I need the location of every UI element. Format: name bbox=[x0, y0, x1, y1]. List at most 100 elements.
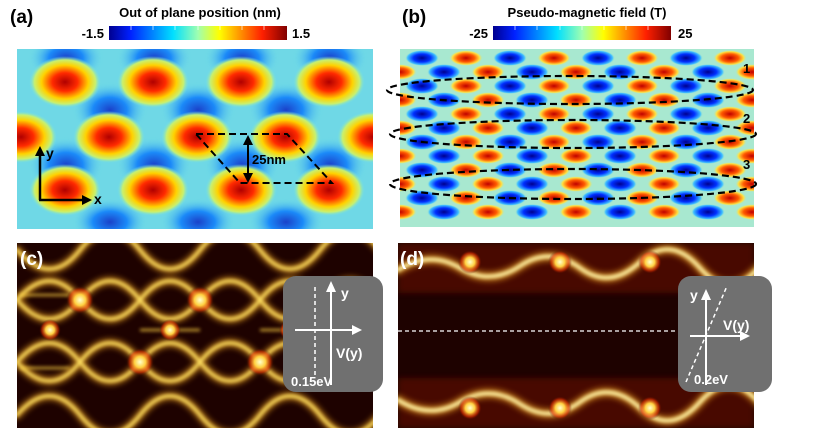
panel-a-cbar-min: -1.5 bbox=[82, 26, 104, 41]
field-lobe bbox=[647, 120, 681, 136]
field-lobe bbox=[603, 148, 637, 164]
field-lobe bbox=[537, 50, 571, 66]
field-lobe bbox=[537, 162, 571, 178]
field-lobe bbox=[581, 134, 615, 150]
field-lobe bbox=[400, 204, 417, 220]
field-lobe bbox=[735, 64, 754, 80]
field-lobe bbox=[581, 106, 615, 122]
panel-c: y V(y) 0.15eV (c) bbox=[17, 243, 383, 428]
panel-a: 25nm y x (a) Out of plane position (nm) … bbox=[10, 5, 373, 229]
x-axis-arrow-head bbox=[82, 195, 92, 205]
field-lobe bbox=[405, 50, 439, 66]
field-lobe bbox=[493, 78, 527, 94]
field-lobe bbox=[471, 64, 505, 80]
field-lobe bbox=[669, 134, 703, 150]
panel-a-colorbar-title: Out of plane position (nm) bbox=[119, 5, 281, 20]
panel-d-inset bbox=[678, 276, 772, 392]
panel-b: 1 2 3 (b) Pseudo-magnetic field (T) -25 … bbox=[385, 5, 758, 227]
field-lobe bbox=[400, 64, 417, 80]
field-lobe bbox=[471, 148, 505, 164]
field-lobe bbox=[405, 190, 439, 206]
y-axis-arrow-head bbox=[35, 146, 45, 156]
field-lobe bbox=[427, 64, 461, 80]
field-lobe bbox=[735, 148, 754, 164]
field-lobe bbox=[647, 204, 681, 220]
field-lobe bbox=[691, 176, 725, 192]
inset-d-y-label: y bbox=[690, 287, 698, 303]
panel-b-label: (b) bbox=[402, 7, 426, 28]
field-lobe bbox=[669, 190, 703, 206]
field-lobe bbox=[581, 162, 615, 178]
panel-c-label: (c) bbox=[20, 249, 43, 270]
field-lobe bbox=[400, 148, 417, 164]
field-lobe bbox=[625, 78, 659, 94]
field-lobe bbox=[405, 162, 439, 178]
field-lobe bbox=[449, 78, 483, 94]
field-lobe bbox=[471, 120, 505, 136]
field-lobe bbox=[713, 50, 747, 66]
strip-1-outline bbox=[385, 74, 755, 106]
field-lobe bbox=[691, 204, 725, 220]
field-lobe bbox=[515, 92, 549, 108]
field-lobe bbox=[625, 134, 659, 150]
panel-b-strips bbox=[385, 74, 758, 201]
field-lobe bbox=[735, 120, 754, 136]
field-lobe bbox=[493, 162, 527, 178]
field-lobe bbox=[449, 190, 483, 206]
field-lobe bbox=[471, 176, 505, 192]
field-lobe bbox=[603, 120, 637, 136]
unit-cell-outline bbox=[193, 133, 335, 184]
field-lobe bbox=[559, 64, 593, 80]
field-lobe bbox=[427, 176, 461, 192]
strip-1-label: 1 bbox=[743, 61, 750, 76]
field-lobe bbox=[471, 92, 505, 108]
field-lobe bbox=[691, 148, 725, 164]
panel-d-label: (d) bbox=[400, 249, 424, 270]
field-lobe bbox=[647, 148, 681, 164]
panel-b-heatmap bbox=[400, 50, 754, 220]
field-lobe bbox=[735, 204, 754, 220]
field-lobe bbox=[493, 50, 527, 66]
field-lobe bbox=[691, 64, 725, 80]
field-lobe bbox=[713, 190, 747, 206]
field-lobe bbox=[427, 120, 461, 136]
field-lobe bbox=[449, 134, 483, 150]
strip-2-label: 2 bbox=[743, 111, 750, 126]
field-lobe bbox=[603, 92, 637, 108]
scale-arrow-head-top bbox=[243, 135, 253, 145]
panel-b-cbar-min: -25 bbox=[469, 26, 488, 41]
field-lobe bbox=[449, 162, 483, 178]
inset-c-y-label: y bbox=[341, 285, 349, 301]
field-lobe bbox=[581, 50, 615, 66]
field-lobe bbox=[515, 176, 549, 192]
field-lobe bbox=[559, 92, 593, 108]
field-lobe bbox=[515, 204, 549, 220]
field-lobe bbox=[625, 162, 659, 178]
field-lobe bbox=[559, 176, 593, 192]
field-lobe bbox=[691, 120, 725, 136]
field-lobe bbox=[515, 120, 549, 136]
inset-c-y-arrow-head bbox=[326, 281, 336, 292]
field-lobe bbox=[669, 78, 703, 94]
panel-a-colorbar bbox=[109, 26, 287, 40]
field-lobe bbox=[427, 204, 461, 220]
field-lobe bbox=[449, 106, 483, 122]
field-lobe bbox=[400, 176, 417, 192]
field-lobe bbox=[471, 204, 505, 220]
field-lobe bbox=[515, 148, 549, 164]
panel-b-colorbar bbox=[493, 26, 671, 40]
field-lobe bbox=[537, 134, 571, 150]
panel-a-colorbar-ticks bbox=[130, 26, 265, 30]
inset-d-energy: 0.2eV bbox=[694, 372, 728, 387]
x-axis-label: x bbox=[94, 191, 102, 207]
panel-a-cbar-max: 1.5 bbox=[292, 26, 310, 41]
field-lobe bbox=[647, 64, 681, 80]
field-lobe bbox=[647, 176, 681, 192]
field-lobe bbox=[427, 148, 461, 164]
inset-c-v-label: V(y) bbox=[336, 345, 362, 361]
inset-c-energy: 0.15eV bbox=[291, 374, 333, 389]
strip-2-outline bbox=[388, 118, 758, 150]
field-lobe bbox=[669, 162, 703, 178]
field-lobe bbox=[449, 50, 483, 66]
scale-label: 25nm bbox=[252, 152, 286, 167]
